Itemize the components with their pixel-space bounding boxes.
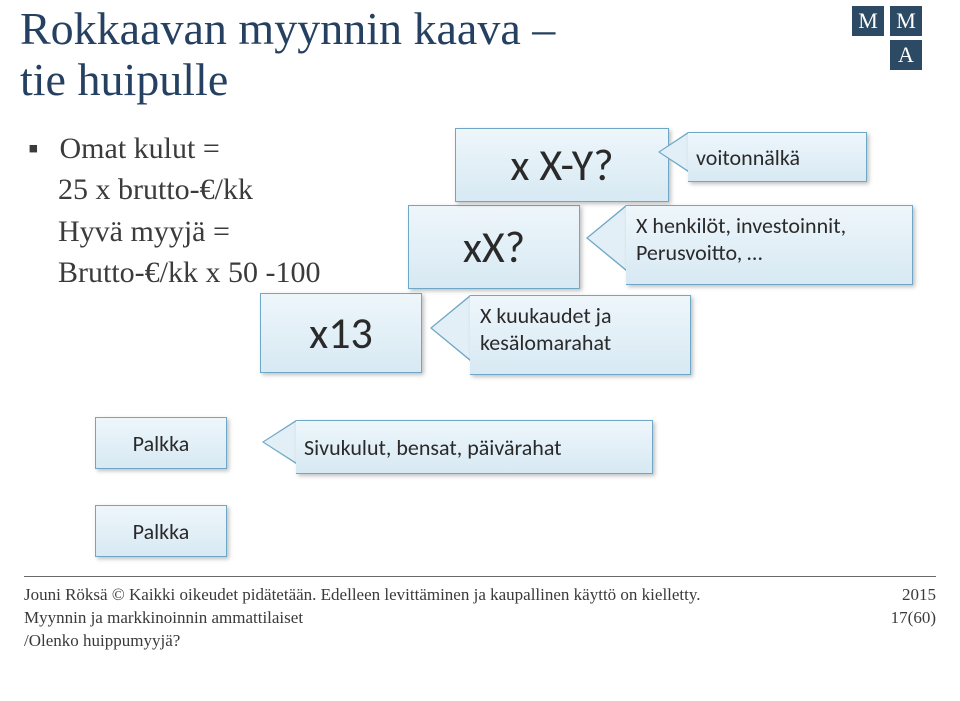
box-x13-label: x13 [309, 306, 373, 360]
title-line2: tie huipulle [20, 54, 228, 105]
box-xXYq-label: x X-Y? [510, 138, 613, 192]
arrow-kuukaudet: X kuukaudet ja kesälomarahat [470, 295, 691, 375]
arrow-sivukulut: Sivukulut, bensat, päivärahat [296, 420, 653, 474]
box-palkka-2-label: Palkka [133, 518, 190, 545]
box-xXq: xX? [408, 205, 580, 289]
arrow-kuukaudet-line2: kesälomarahat [480, 329, 680, 356]
logo-letter-2: M [890, 6, 922, 36]
logo-letter-3: A [890, 40, 922, 70]
bullet-marker: ▪ [28, 128, 52, 169]
title-line1: Rokkaavan myynnin kaava – [20, 3, 555, 54]
bullet-3: Hyvä myyjä = [58, 215, 230, 248]
footer-left-2: Myynnin ja markkinoinnin ammattilaiset [24, 607, 701, 630]
arrow-sivukulut-text: Sivukulut, bensat, päivärahat [304, 434, 562, 461]
footer-rule [24, 576, 936, 577]
slide-page: Rokkaavan myynnin kaava – tie huipulle M… [0, 0, 960, 701]
box-x13: x13 [260, 293, 422, 373]
mma-logo: M M A [852, 6, 936, 72]
box-palkka-1: Palkka [95, 417, 227, 469]
arrow-voitonnalka-text: voitonnälkä [696, 144, 800, 171]
bullet-4: Brutto-€/kk x 50 -100 [58, 256, 321, 289]
box-palkka-2: Palkka [95, 505, 227, 557]
footer-left: Jouni Röksä © Kaikki oikeudet pidätetään… [24, 584, 701, 653]
footer-right-1: 2015 [891, 584, 936, 607]
arrow-voitonnalka: voitonnälkä [688, 132, 867, 182]
arrow-henkilot: X henkilöt, investoinnit, Perusvoitto, … [626, 205, 913, 285]
footer-left-3: /Olenko huippumyyjä? [24, 630, 701, 653]
box-xXYq: x X-Y? [455, 128, 669, 202]
footer-right: 2015 17(60) [891, 584, 936, 630]
arrow-kuukaudet-line1: X kuukaudet ja [480, 302, 680, 329]
bullet-1: Omat kulut = [60, 132, 220, 165]
bullet-list: ▪ Omat kulut = 25 x brutto-€/kk Hyvä myy… [28, 128, 321, 294]
bullet-2: 25 x brutto-€/kk [58, 173, 253, 206]
page-title: Rokkaavan myynnin kaava – tie huipulle [20, 4, 800, 105]
box-palkka-1-label: Palkka [133, 430, 190, 457]
arrow-henkilot-line2: Perusvoitto, … [636, 239, 902, 266]
box-xXq-label: xX? [463, 220, 525, 274]
footer-right-2: 17(60) [891, 607, 936, 630]
arrow-henkilot-line1: X henkilöt, investoinnit, [636, 212, 902, 239]
footer-left-1: Jouni Röksä © Kaikki oikeudet pidätetään… [24, 584, 701, 607]
logo-letter-1: M [852, 6, 884, 36]
